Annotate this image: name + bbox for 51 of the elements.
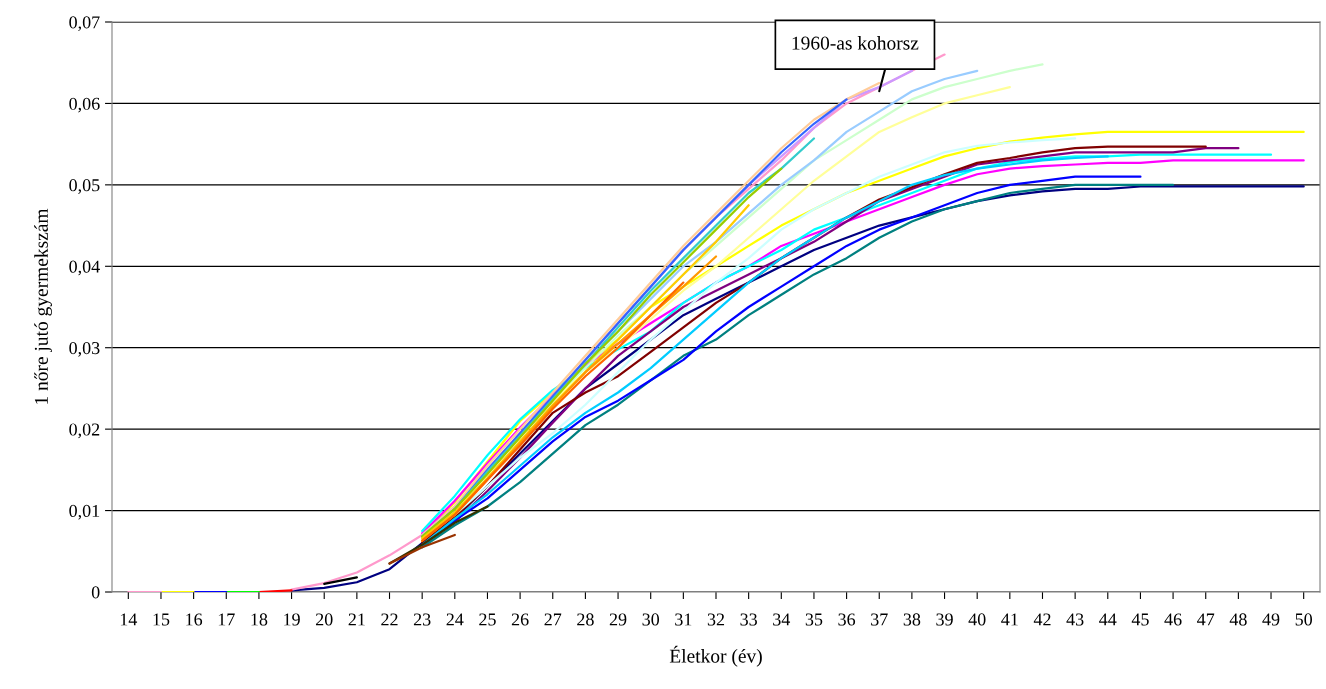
x-tick-label: 29	[609, 613, 627, 626]
y-tick-label: 0,04	[69, 260, 100, 276]
x-tick-label: 50	[1295, 613, 1313, 626]
x-tick-label: 18	[251, 613, 268, 626]
x-tick-label: 32	[707, 613, 725, 626]
x-tick-label: 47	[1197, 613, 1215, 626]
x-tick-label: 37	[871, 613, 888, 626]
x-tick-label: 27	[544, 613, 562, 626]
y-tick-label: 0,06	[69, 97, 100, 113]
x-tick-label: 22	[381, 613, 398, 626]
y-tick-label: 0,03	[69, 341, 100, 357]
x-tick-label: 16	[186, 613, 203, 626]
x-tick-label: 40	[968, 613, 986, 626]
x-tick-label: 20	[315, 613, 333, 626]
x-tick-label: 38	[903, 613, 921, 626]
x-tick-label: 49	[1262, 613, 1280, 626]
x-tick-label: 17	[218, 613, 235, 626]
line-series	[421, 204, 750, 540]
x-tick-label: 33	[740, 613, 757, 626]
x-tick-label: 35	[805, 613, 823, 626]
x-tick-label: 41	[1001, 613, 1018, 626]
y-tick-label: 0,05	[69, 179, 100, 194]
x-tick-label: 21	[348, 613, 365, 626]
x-tick-label: 48	[1229, 613, 1247, 626]
x-tick-label: 25	[479, 613, 496, 626]
y-tick-label: 0,01	[69, 504, 100, 520]
annotation: 1960-as kohorsz	[792, 35, 919, 50]
x-tick-label: 24	[446, 613, 464, 626]
x-tick-label: 23	[413, 613, 431, 626]
y-axis-title: 1 nőre jutó gyermekszám	[34, 208, 52, 404]
y-tick-label: 0	[91, 586, 100, 599]
line-series	[421, 167, 783, 538]
x-tick-label: 14	[120, 613, 138, 626]
x-tick-label: 36	[838, 613, 856, 626]
x-tick-label: 46	[1164, 613, 1182, 626]
x-tick-label: 34	[773, 613, 791, 626]
line-series	[421, 281, 685, 542]
x-tick-label: 19	[284, 613, 300, 626]
x-tick-label: 26	[511, 613, 529, 626]
x-tick-label: 30	[642, 613, 660, 626]
x-tick-label: 31	[675, 613, 692, 626]
x-tick-label: 28	[577, 613, 594, 626]
x-tick-label: 39	[936, 613, 953, 626]
x-tick-label: 44	[1099, 613, 1117, 626]
y-tick-label: 0,07	[69, 16, 100, 32]
y-tick-label: 0,02	[69, 423, 100, 439]
x-tick-label: 43	[1066, 613, 1084, 626]
x-tick-label: 42	[1033, 613, 1051, 626]
x-tick-label: 15	[153, 613, 170, 626]
x-tick-label: 45	[1131, 613, 1149, 626]
x-axis-title: Életkor (év)	[669, 645, 762, 667]
